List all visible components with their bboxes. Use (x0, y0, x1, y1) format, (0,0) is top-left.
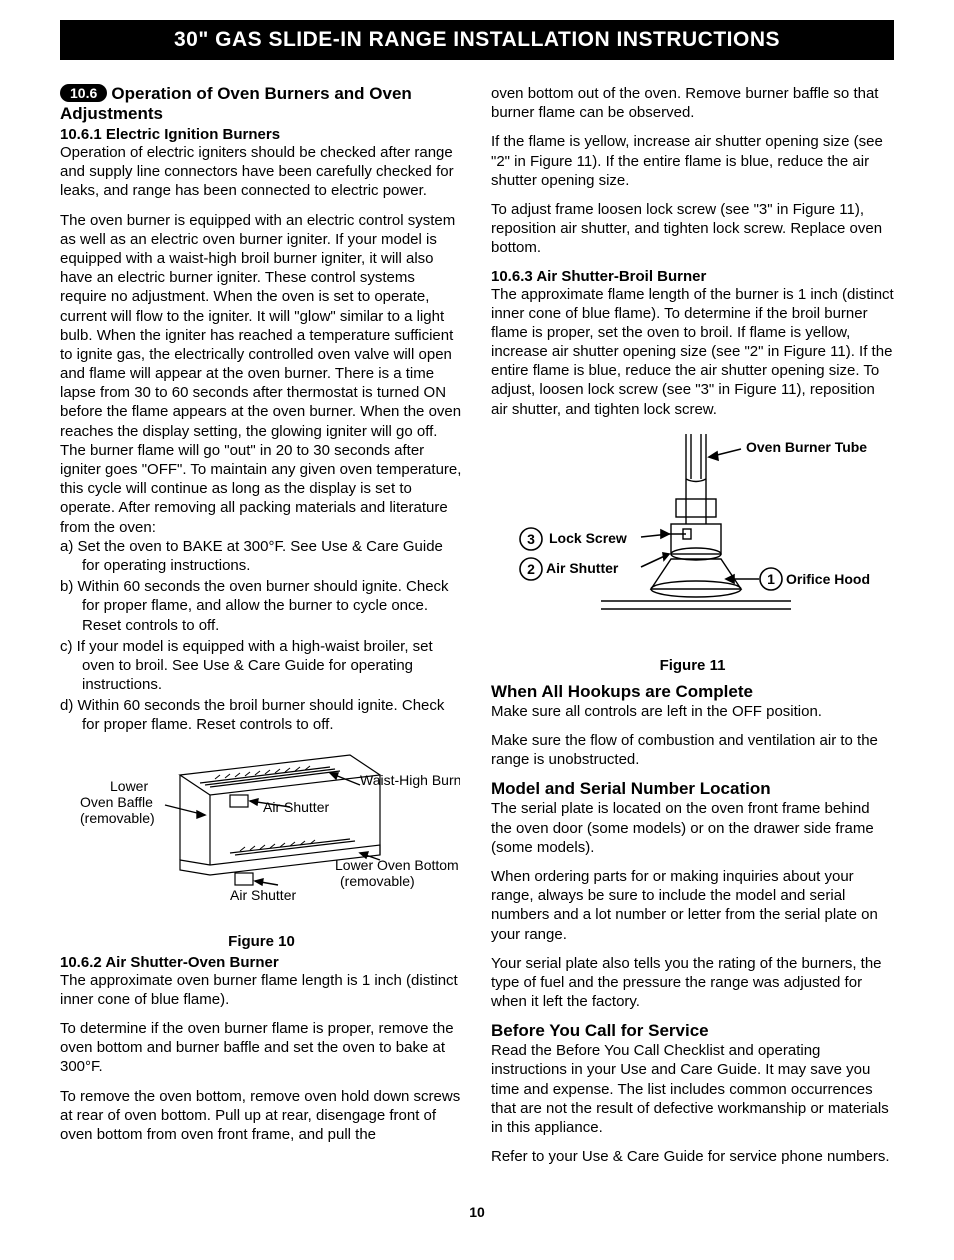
list-item: c) If your model is equipped with a high… (60, 637, 463, 695)
paragraph: The serial plate is located on the oven … (491, 799, 894, 857)
figure-10-svg: Waist-High Burner Air Shutter Lower Oven… (60, 745, 460, 925)
figure-11-svg: 3 2 1 Oven Burner Tube Lock Screw Air Sh… (491, 429, 891, 649)
section-badge: 10.6 (60, 84, 107, 102)
heading-service: Before You Call for Service (491, 1021, 894, 1041)
paragraph: oven bottom out of the oven. Remove burn… (491, 84, 894, 122)
fig11-label-shutter: Air Shutter (546, 560, 619, 576)
fig10-label-baffle: Oven Baffle (80, 794, 153, 810)
paragraph: Make sure the flow of combustion and ven… (491, 731, 894, 769)
heading-hookups: When All Hookups are Complete (491, 682, 894, 702)
paragraph: The approximate oven burner flame length… (60, 971, 463, 1009)
paragraph: To remove the oven bottom, remove oven h… (60, 1087, 463, 1145)
subsection-10-6-3-title: 10.6.3 Air Shutter-Broil Burner (491, 268, 894, 285)
list-item: a) Set the oven to BAKE at 300°F. See Us… (60, 537, 463, 575)
subsection-10-6-2-title: 10.6.2 Air Shutter-Oven Burner (60, 954, 463, 971)
section-title: Operation of Oven Burners and Oven Adjus… (60, 84, 412, 123)
fig10-label-removable1: (removable) (80, 810, 155, 826)
right-column: oven bottom out of the oven. Remove burn… (491, 84, 894, 1176)
left-column: 10.6 Operation of Oven Burners and Oven … (60, 84, 463, 1176)
paragraph: The oven burner is equipped with an elec… (60, 211, 463, 537)
paragraph: When ordering parts for or making inquir… (491, 867, 894, 944)
paragraph: Operation of electric igniters should be… (60, 143, 463, 201)
fig11-n3: 3 (527, 531, 535, 547)
fig11-label-tube: Oven Burner Tube (746, 439, 867, 455)
paragraph: To adjust frame loosen lock screw (see "… (491, 200, 894, 258)
fig11-label-orifice: Orifice Hood (786, 571, 870, 587)
fig10-label-air-shutter-top: Air Shutter (263, 799, 329, 815)
two-column-layout: 10.6 Operation of Oven Burners and Oven … (60, 84, 894, 1176)
fig11-n1: 1 (767, 571, 775, 587)
paragraph: Your serial plate also tells you the rat… (491, 954, 894, 1012)
figure-11-caption: Figure 11 (491, 657, 894, 674)
paragraph: To determine if the oven burner flame is… (60, 1019, 463, 1077)
subsection-10-6-1-title: 10.6.1 Electric Ignition Burners (60, 126, 463, 143)
paragraph: The approximate flame length of the burn… (491, 285, 894, 419)
fig10-label-lower: Lower (110, 778, 148, 794)
page-title-bar: 30" GAS SLIDE-IN RANGE INSTALLATION INST… (60, 20, 894, 60)
fig11-n2: 2 (527, 561, 535, 577)
paragraph: If the flame is yellow, increase air shu… (491, 132, 894, 190)
alpha-list: a) Set the oven to BAKE at 300°F. See Us… (60, 537, 463, 735)
figure-10-caption: Figure 10 (60, 933, 463, 950)
paragraph: Make sure all controls are left in the O… (491, 702, 894, 721)
section-10-6-heading: 10.6 Operation of Oven Burners and Oven … (60, 84, 463, 124)
fig10-label-lob1: Lower Oven Bottom (335, 857, 459, 873)
fig10-label-air-shutter-bottom: Air Shutter (230, 887, 296, 903)
page-number: 10 (60, 1204, 894, 1220)
list-item: b) Within 60 seconds the oven burner sho… (60, 577, 463, 635)
fig10-label-lob2: (removable) (340, 873, 415, 889)
paragraph: Read the Before You Call Checklist and o… (491, 1041, 894, 1137)
figure-11: 3 2 1 Oven Burner Tube Lock Screw Air Sh… (491, 429, 894, 674)
fig11-label-lock: Lock Screw (549, 530, 627, 546)
fig10-label-waist-high: Waist-High Burner (360, 772, 460, 788)
list-item: d) Within 60 seconds the broil burner sh… (60, 696, 463, 734)
heading-model-serial: Model and Serial Number Location (491, 779, 894, 799)
figure-10: Waist-High Burner Air Shutter Lower Oven… (60, 745, 463, 950)
paragraph: Refer to your Use & Care Guide for servi… (491, 1147, 894, 1166)
